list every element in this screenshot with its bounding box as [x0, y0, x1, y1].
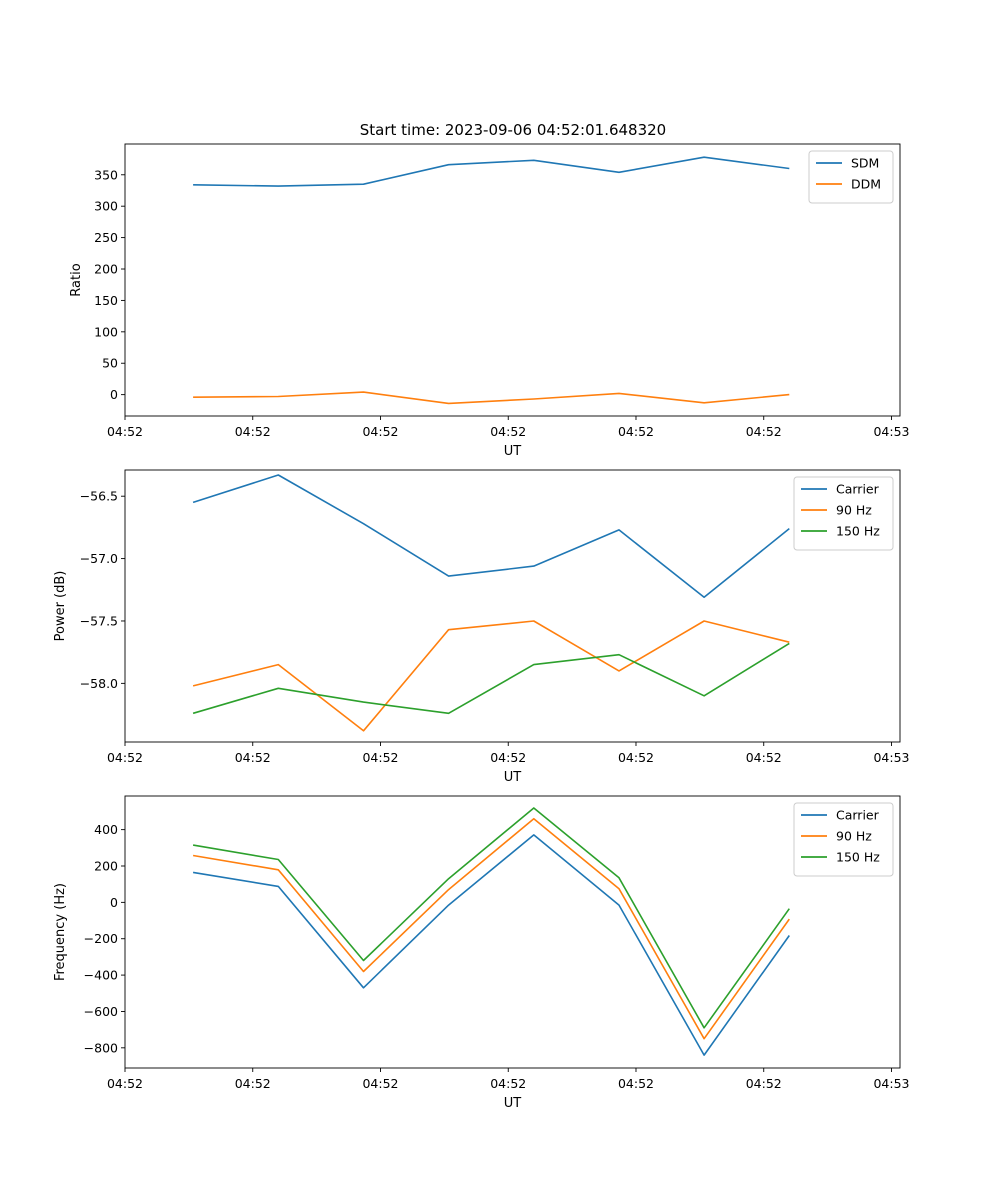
- y-tick-label: 250: [94, 230, 118, 245]
- y-tick-label: −400: [84, 968, 118, 983]
- series-line-90-hz: [192, 620, 790, 732]
- x-tick-label: 04:52: [107, 424, 143, 439]
- y-tick-label: 0: [110, 895, 118, 910]
- legend-label: 150 Hz: [836, 850, 880, 865]
- axes-frame: [124, 469, 901, 743]
- x-tick-label: 04:52: [618, 750, 654, 765]
- series-line-sdm: [193, 156, 790, 187]
- x-axis-label: UT: [504, 1096, 522, 1111]
- chart-panel-1: 04:52 04:52 04:52 04:52 04:52 04:52 04:53 0 50 10…: [69, 143, 909, 459]
- y-tick-label: −600: [84, 1004, 118, 1019]
- chart-panel-2: 04:52 04:52 04:52 04:52 04:52 04:52 04:53 −58.0…: [53, 469, 909, 785]
- x-tick-label: 04:52: [235, 750, 271, 765]
- y-tick-label: −200: [84, 931, 118, 946]
- legend: Carrier 90 Hz 150 Hz: [793, 802, 894, 877]
- y-tick-label: 200: [94, 859, 118, 874]
- legend-label: 90 Hz: [836, 503, 872, 518]
- x-tick-label: 04:52: [746, 424, 782, 439]
- legend-box: [808, 150, 894, 204]
- legend-label: Carrier: [836, 808, 880, 823]
- chart-panels: 04:52 04:52 04:52 04:52 04:52 04:52 04:53 0 50 10…: [53, 143, 909, 1111]
- y-axis-label: Frequency (Hz): [53, 883, 68, 981]
- y-axis-label: Ratio: [69, 263, 84, 296]
- y-tick-label: −57.5: [80, 613, 118, 628]
- y-tick-label: 100: [94, 324, 118, 339]
- chart-panel-3: 04:52 04:52 04:52 04:52 04:52 04:52 04:53 −800 −…: [53, 795, 909, 1111]
- x-tick-label: 04:52: [235, 424, 271, 439]
- x-tick-label: 04:52: [746, 750, 782, 765]
- x-axis-label: UT: [504, 770, 522, 785]
- x-tick-label: 04:52: [362, 750, 398, 765]
- y-tick-label: 0: [110, 387, 118, 402]
- x-tick-label: 04:52: [618, 1076, 654, 1091]
- x-tick-label: 04:53: [873, 1076, 909, 1091]
- y-tick-label: 50: [102, 356, 118, 371]
- y-tick-label: −58.0: [80, 676, 118, 691]
- legend-label: DDM: [851, 177, 881, 192]
- x-tick-label: 04:52: [107, 750, 143, 765]
- y-tick-label: 400: [94, 822, 118, 837]
- legend: SDM DDM: [808, 150, 894, 204]
- axes-frame: [124, 795, 901, 1069]
- series-line-ddm: [193, 391, 790, 405]
- x-tick-label: 04:52: [490, 424, 526, 439]
- x-tick-label: 04:52: [107, 1076, 143, 1091]
- y-tick-label: 350: [94, 167, 118, 182]
- legend-label: Carrier: [836, 482, 880, 497]
- series-line-150-hz: [192, 807, 790, 1029]
- x-tick-label: 04:53: [873, 750, 909, 765]
- series-line-90-hz: [192, 817, 790, 1040]
- y-tick-label: 150: [94, 293, 118, 308]
- y-tick-label: −56.5: [80, 489, 118, 504]
- legend-label: 90 Hz: [836, 829, 872, 844]
- x-tick-label: 04:53: [873, 424, 909, 439]
- y-axis-label: Power (dB): [53, 571, 68, 642]
- x-tick-label: 04:52: [362, 1076, 398, 1091]
- legend-label: SDM: [851, 156, 879, 171]
- x-tick-label: 04:52: [362, 424, 398, 439]
- legend-label: 150 Hz: [836, 524, 880, 539]
- x-tick-label: 04:52: [490, 750, 526, 765]
- y-tick-label: 300: [94, 199, 118, 214]
- series-line-150-hz: [192, 642, 790, 715]
- x-tick-label: 04:52: [490, 1076, 526, 1091]
- axes-frame: [124, 143, 901, 417]
- series-line-carrier: [192, 834, 790, 1056]
- x-tick-label: 04:52: [235, 1076, 271, 1091]
- series-line-carrier: [192, 474, 790, 599]
- x-tick-label: 04:52: [618, 424, 654, 439]
- figure-title: Start time: 2023-09-06 04:52:01.648320: [360, 121, 666, 139]
- x-axis-label: UT: [504, 444, 522, 459]
- legend: Carrier 90 Hz 150 Hz: [793, 476, 894, 551]
- y-tick-label: 200: [94, 262, 118, 277]
- y-tick-label: −800: [84, 1040, 118, 1055]
- x-tick-label: 04:52: [746, 1076, 782, 1091]
- y-tick-label: −57.0: [80, 551, 118, 566]
